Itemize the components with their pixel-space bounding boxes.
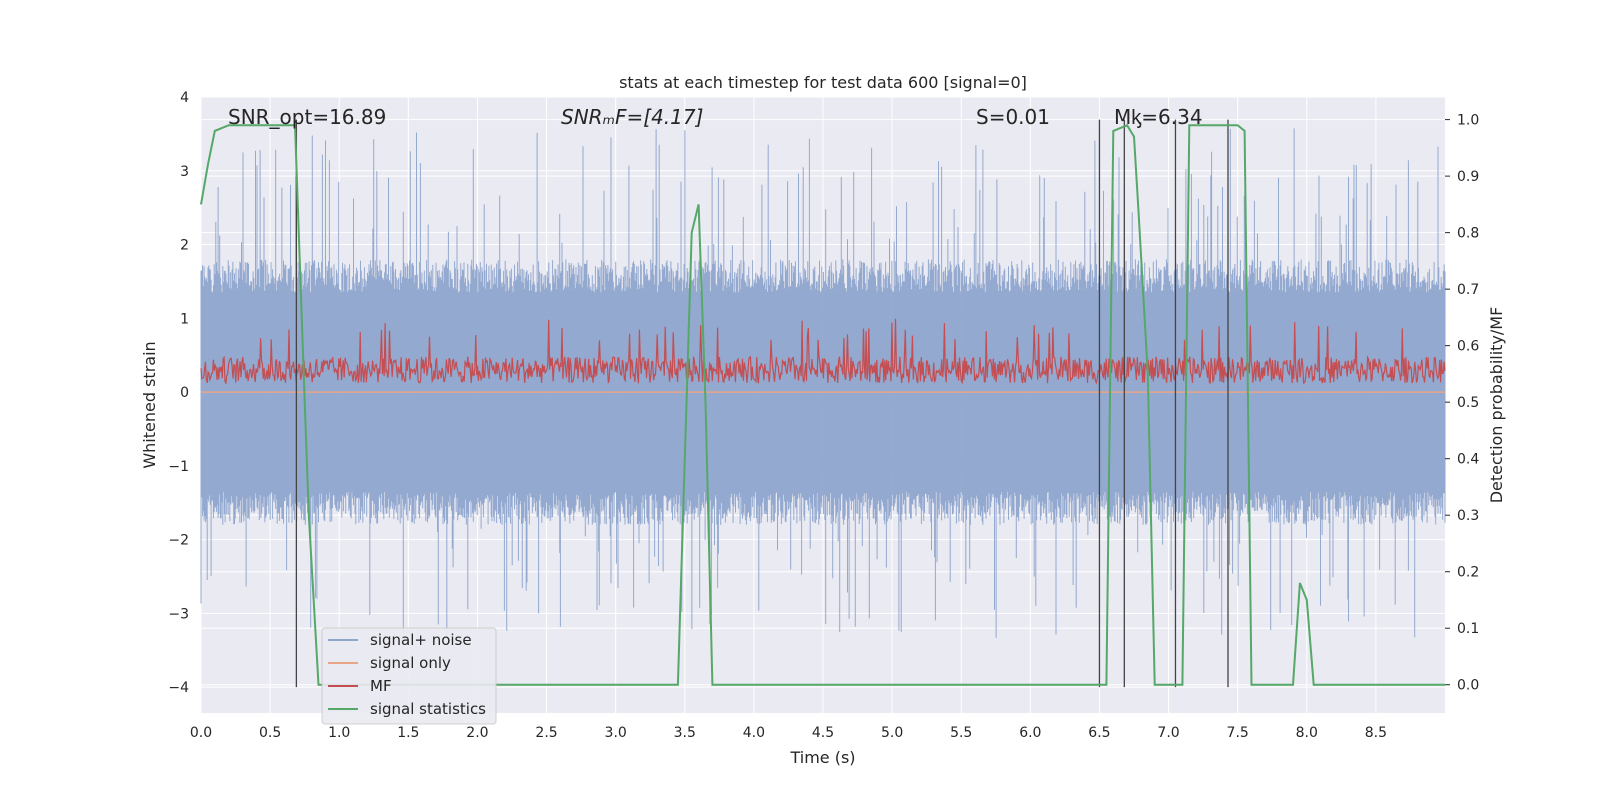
y-left-tick-label: −1 xyxy=(168,459,189,475)
y-left-tick-label: −4 xyxy=(168,680,189,696)
y-right-tick-label: 0.8 xyxy=(1457,226,1479,242)
y-right-tick-label: 0.2 xyxy=(1457,565,1479,581)
noise-series xyxy=(200,128,1446,638)
annotation-snr-mf: SNRₘF=[4.17] xyxy=(561,105,703,129)
x-tick-label: 5.0 xyxy=(881,725,903,741)
legend: signal+ noise signal only MF signal stat… xyxy=(321,627,497,725)
x-tick-label: 6.5 xyxy=(1088,725,1110,741)
y-right-axis-label: Detection probability/MF xyxy=(1487,307,1506,504)
y-right-tick-label: 0.6 xyxy=(1457,339,1479,355)
noise-trace xyxy=(200,128,1446,638)
y-right-tick-label: 0.5 xyxy=(1457,395,1479,411)
y-left-tick-label: 4 xyxy=(180,90,189,106)
y-right-tick-label: 0.0 xyxy=(1457,678,1479,694)
signal-statistics-series xyxy=(200,124,1445,686)
x-axis-ticks: 0.0 0.5 1.0 1.5 2.0 2.5 3.0 3.5 4.0 4.5 5.0 5.5 6.0 6… xyxy=(190,725,1387,741)
chart-title: stats at each timestep for test data 600… xyxy=(619,73,1027,92)
y-right-tick-label: 0.9 xyxy=(1457,169,1479,185)
x-tick-label: 0.5 xyxy=(259,725,281,741)
legend-label-statistics: signal statistics xyxy=(370,700,486,718)
x-axis-label: Time (s) xyxy=(789,748,855,767)
mf-series xyxy=(200,318,1446,385)
y-right-tick-label: 0.3 xyxy=(1457,508,1479,524)
x-tick-label: 6.0 xyxy=(1019,725,1041,741)
y-right-tick-label: 0.7 xyxy=(1457,282,1479,298)
x-tick-label: 5.5 xyxy=(950,725,972,741)
x-tick-label: 8.5 xyxy=(1365,725,1387,741)
signal-statistics-trace xyxy=(200,124,1445,686)
y-left-tick-label: 1 xyxy=(180,311,189,327)
legend-box xyxy=(321,627,497,725)
y-left-tick-label: 3 xyxy=(180,164,189,180)
legend-label-signal-only: signal only xyxy=(370,654,451,672)
x-tick-label: 4.0 xyxy=(743,725,765,741)
y-left-axis-label: Whitened strain xyxy=(140,341,159,468)
x-tick-label: 0.0 xyxy=(190,725,212,741)
x-tick-label: 8.0 xyxy=(1296,725,1318,741)
y-right-tick-label: 1.0 xyxy=(1457,113,1479,129)
x-tick-label: 7.0 xyxy=(1157,725,1179,741)
mf-trace xyxy=(200,318,1446,385)
annotation-mc: Mᶄ=6.34 xyxy=(1114,105,1203,129)
y-left-tick-label: −3 xyxy=(168,606,189,622)
x-tick-label: 1.0 xyxy=(328,725,350,741)
y-right-tick-label: 0.4 xyxy=(1457,452,1479,468)
y-right-axis-ticks: 1.0 0.9 0.8 0.7 0.6 0.5 0.4 0.3 0.2 0.1 0.0 xyxy=(1445,113,1479,694)
x-tick-label: 3.0 xyxy=(605,725,627,741)
y-left-tick-label: 0 xyxy=(180,385,189,401)
x-tick-label: 2.0 xyxy=(466,725,488,741)
x-tick-label: 4.5 xyxy=(812,725,834,741)
y-left-axis-ticks: 4 3 2 1 0 −1 −2 −3 −4 xyxy=(168,90,189,696)
annotation-s: S=0.01 xyxy=(976,105,1050,129)
legend-label-mf: MF xyxy=(370,677,392,695)
x-tick-label: 3.5 xyxy=(674,725,696,741)
annotation-snr-opt: SNR_opt=16.89 xyxy=(228,105,386,129)
y-left-tick-label: −2 xyxy=(168,533,189,549)
x-tick-label: 2.5 xyxy=(535,725,557,741)
legend-label-noise: signal+ noise xyxy=(370,631,472,649)
y-right-tick-label: 0.1 xyxy=(1457,621,1479,637)
marker-lines xyxy=(295,119,1229,688)
x-tick-label: 7.5 xyxy=(1227,725,1249,741)
x-tick-label: 1.5 xyxy=(397,725,419,741)
y-left-tick-label: 2 xyxy=(180,238,189,254)
